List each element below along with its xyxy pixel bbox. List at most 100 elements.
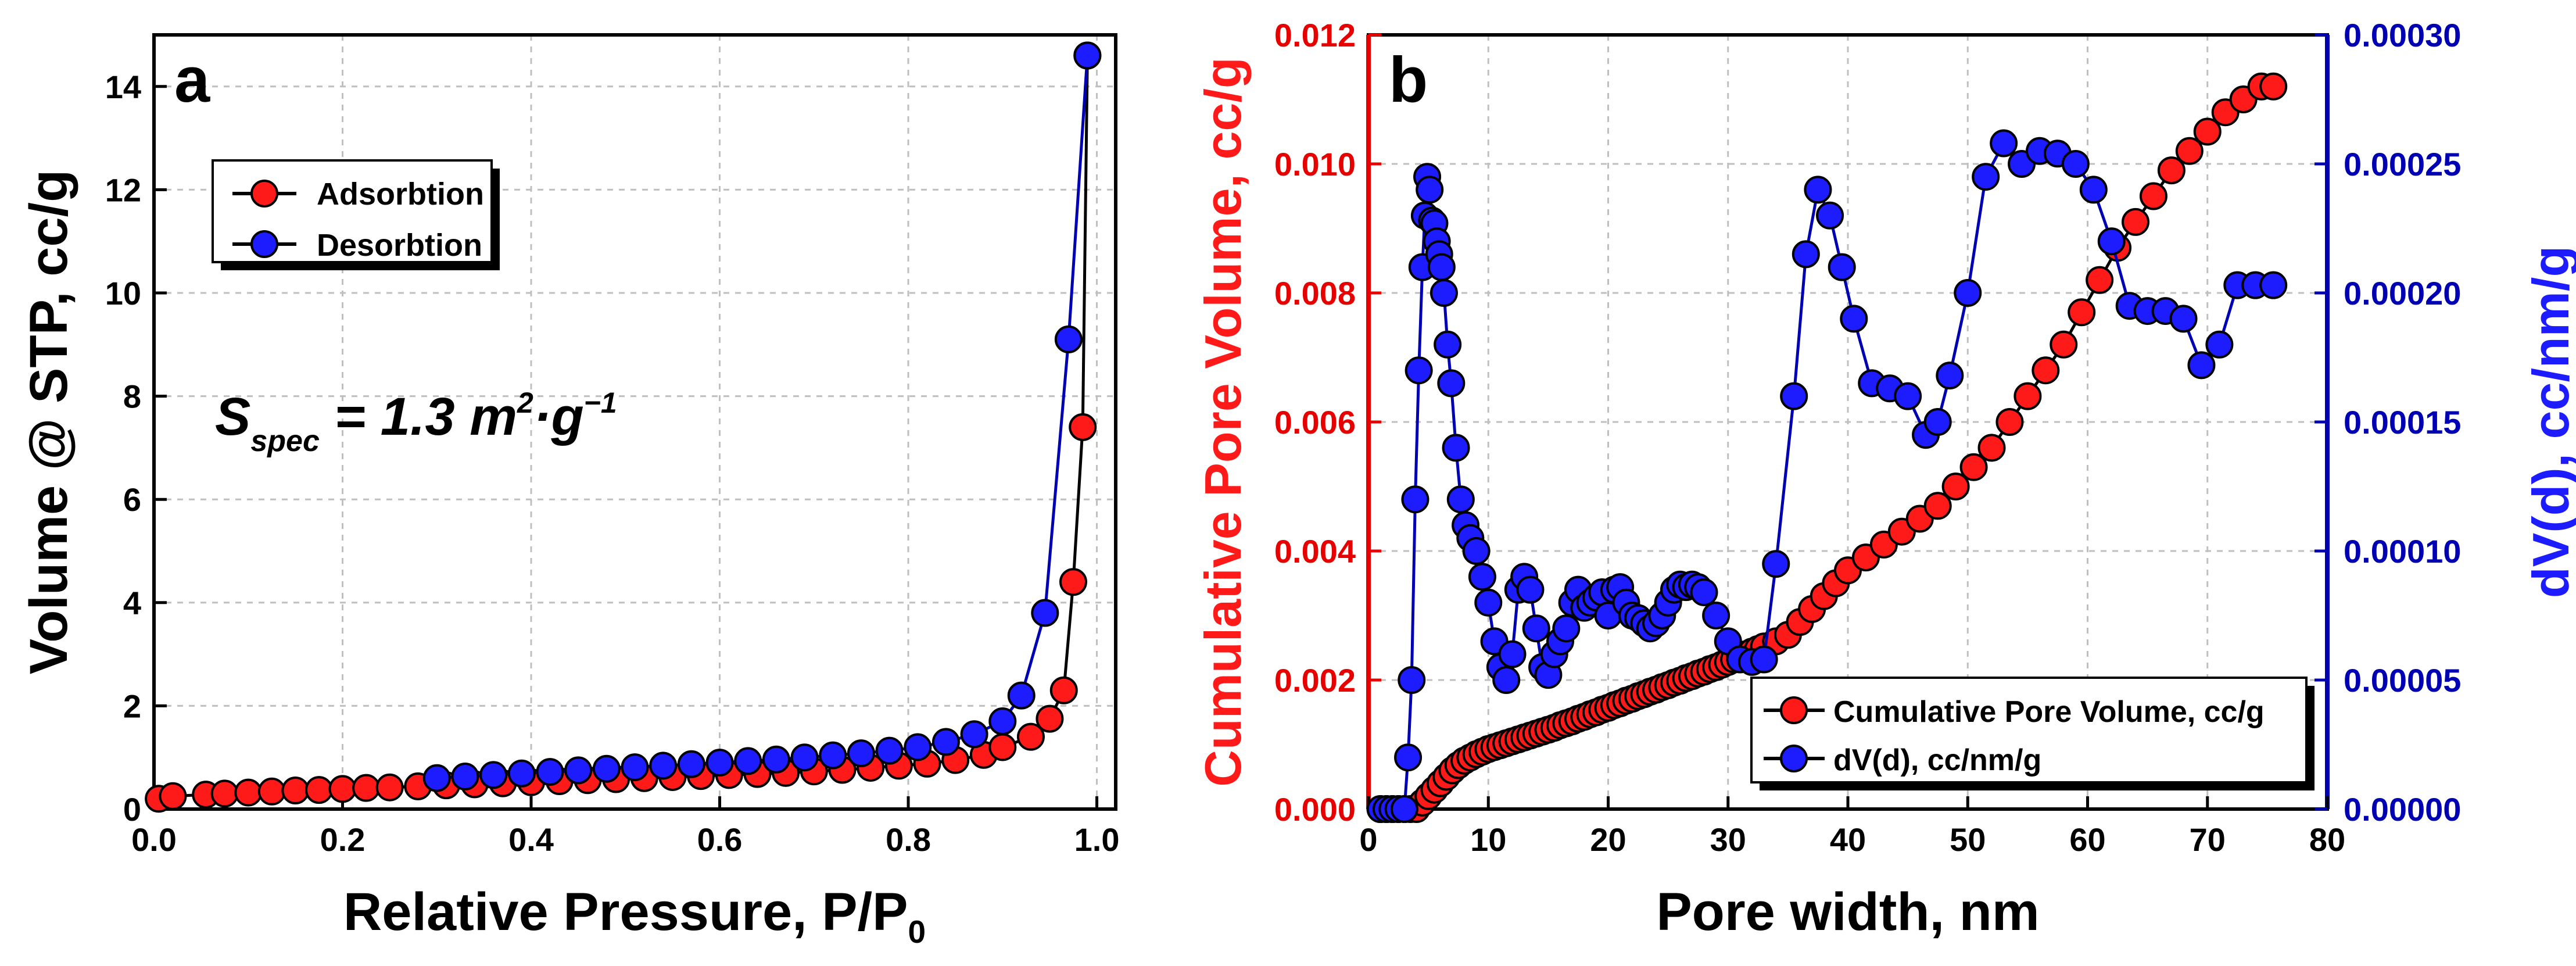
a-x-tick-label: 0.4: [508, 821, 554, 858]
a-x-tick-label: 0.2: [320, 821, 366, 858]
b-series-dv-d-cc-nm-g-point: [1990, 129, 2018, 158]
b-series-cumulative-pore-volume-cc-g-point: [1923, 492, 1952, 520]
a-series-adsorbtion-point: [375, 773, 404, 802]
b-right-y-tick-label: 0.00020: [2344, 275, 2461, 312]
a-series-desorbtion-point: [451, 763, 479, 791]
b-series-dv-d-cc-nm-g-point: [1401, 485, 1429, 514]
b-series-dv-d-cc-nm-g-point: [1462, 537, 1491, 565]
a-series-desorbtion-point: [960, 720, 988, 749]
a-y-tick-label: 10: [105, 275, 141, 312]
a-series-desorbtion-point: [988, 707, 1017, 736]
b-series-dv-d-cc-nm-g-point: [1434, 330, 1462, 359]
b-left-y-axis-label: Cumulative Pore Volume, cc/g: [1194, 57, 1252, 786]
b-y-tick-label: 0.008: [1274, 275, 1356, 312]
a-y-tick-label: 6: [123, 481, 141, 518]
a-series-desorbtion-point: [1073, 41, 1102, 70]
a-x-ticks: 0.0 0.2 0.4 0.6 0.8 1.0: [131, 796, 1119, 858]
b-series-dv-d-cc-nm-g-point: [2079, 176, 2108, 204]
b-series-cumulative-pore-volume-cc-g-point: [2068, 298, 2096, 327]
b-panel-letter: b: [1389, 44, 1428, 116]
b-right-y-axis-label: dV(d), cc/nm/g: [2522, 246, 2576, 598]
b-series-dv-d-cc-nm-g-point: [1416, 176, 1444, 204]
b-series-dv-d-cc-nm-g-point: [1894, 382, 1922, 410]
a-legend: Adsorbtion Desorbtion: [212, 159, 500, 270]
b-right-y-tick-label: 0.00005: [2344, 662, 2461, 699]
a-series-adsorbtion-point: [281, 777, 310, 805]
b-series-cumulative-pore-volume-cc-g-point: [2122, 207, 2149, 236]
a-annotation: Sspec = 1.3 m2·g−1: [215, 387, 617, 458]
b-series-dv-d-cc-nm-g-point: [1762, 550, 1790, 578]
b-series-dv-d-cc-nm-g-point: [1498, 640, 1527, 668]
a-series-desorbtion-point: [819, 741, 847, 770]
a-series-desorbtion-point: [507, 759, 536, 788]
a-series-adsorbtion-point: [1016, 722, 1045, 751]
a-series-desorbtion-point: [649, 752, 678, 780]
b-x-axis-label: Pore width, nm: [1656, 882, 2039, 942]
a-series-desorbtion-point: [479, 761, 508, 789]
b-y-tick-label: 0.000: [1274, 791, 1356, 828]
b-x-tick-label: 0: [1359, 821, 1377, 858]
b-series-dv-d-cc-nm-g: [1366, 129, 2288, 823]
b-series-dv-d-cc-nm-g-point: [1442, 434, 1470, 462]
b-x-tick-label: 20: [1590, 821, 1626, 858]
b-series-dv-d-cc-nm-g-point: [1936, 362, 1964, 390]
b-legend-cumulative: Cumulative Pore Volume, cc/g: [1833, 695, 2265, 729]
panel-b: 0 10 20 30 40 50 60 70 80 0.0000.0020.0040.0060.…: [1194, 17, 2576, 942]
a-series-adsorbtion-point: [352, 774, 381, 802]
b-series-dv-d-cc-nm-g-point: [1923, 408, 1952, 436]
a-legend-marker-desorbtion: [250, 230, 278, 258]
a-x-tick-label: 0.0: [131, 821, 177, 858]
b-series-dv-d-cc-nm-g-point: [1516, 575, 1545, 604]
b-series-dv-d-cc-nm-g-point: [1429, 279, 1458, 307]
a-series-adsorbtion-point: [988, 733, 1017, 761]
b-series-dv-d-cc-nm-g-point: [2187, 351, 2216, 380]
a-series-desorbtion-point: [875, 736, 904, 765]
b-series-dv-d-cc-nm-g-point: [1954, 279, 1982, 307]
a-series-adsorbtion-point: [234, 778, 263, 807]
a-x-tick-label: 1.0: [1074, 821, 1120, 858]
a-series-desorbtion-point: [705, 749, 734, 777]
b-series-cumulative-pore-volume-cc-g-point: [2032, 356, 2060, 385]
a-x-tick-label: 0.6: [697, 821, 743, 858]
b-series-dv-d-cc-nm-g-point: [1522, 614, 1550, 643]
b-series-dv-d-cc-nm-g-point: [1394, 743, 1423, 772]
b-series-dv-d-cc-nm-g-point: [1804, 176, 1832, 204]
a-series-desorbtion-point: [677, 750, 705, 778]
b-legend-marker-dvd: [1780, 745, 1808, 772]
a-panel-letter: a: [174, 44, 210, 116]
a-plot-frame: [152, 33, 1117, 811]
b-series-cumulative-pore-volume-cc-g-point: [1959, 453, 1988, 481]
a-series-adsorbtion-point: [1049, 676, 1078, 704]
b-series-cumulative-pore-volume-cc-g-point: [2086, 266, 2114, 294]
b-series-dv-d-cc-nm-g-point: [1750, 645, 1778, 674]
b-y-tick-label: 0.006: [1274, 404, 1356, 441]
a-series-adsorbtion-point: [1069, 413, 1097, 441]
b-right-y-tick-label: 0.00025: [2344, 146, 2461, 183]
b-series-dv-d-cc-nm-g-point: [2205, 330, 2234, 359]
a-series-desorbtion-point: [790, 743, 819, 772]
a-series-desorbtion-point: [536, 758, 564, 786]
b-series-cumulative-pore-volume-cc-g-point: [2157, 156, 2186, 185]
b-series-dv-d-cc-nm-g-point: [1792, 240, 1820, 269]
b-x-tick-label: 80: [2309, 821, 2345, 858]
b-series-dv-d-cc-nm-g-point: [1492, 666, 1521, 694]
b-series-cumulative-pore-volume-cc-g-point: [2139, 182, 2167, 210]
b-series-dv-d-cc-nm-g-point: [1405, 356, 1433, 385]
a-legend-marker-adsorbtion: [250, 180, 278, 207]
b-series-dv-d-cc-nm-g-point: [1398, 666, 1426, 694]
a-series-desorbtion-point: [1007, 681, 1036, 710]
b-series-dv-d-cc-nm-g-point: [1702, 602, 1731, 629]
b-x-ticks: 0 10 20 30 40 50 60 70 80: [1359, 796, 2345, 858]
b-series-cumulative-pore-volume-cc-g-point: [1977, 434, 2006, 462]
b-series-cumulative-pore-volume-cc-g-point: [1995, 408, 2024, 436]
b-series-dv-d-cc-nm-g-point: [2169, 305, 2198, 333]
b-series-dv-d-cc-nm-g-point: [1840, 305, 1868, 333]
a-series-adsorbtion-point: [1059, 568, 1087, 596]
b-legend-marker-cumulative: [1780, 696, 1808, 724]
b-series-cumulative-pore-volume-cc-g-point: [2050, 330, 2078, 359]
a-series-desorbtion-point: [734, 747, 762, 775]
a-y-tick-label: 4: [123, 585, 141, 621]
b-x-tick-label: 50: [1950, 821, 1986, 858]
b-legend: Cumulative Pore Volume, cc/g dV(d), cc/n…: [1750, 677, 2315, 790]
b-right-y-tick-label: 0.00010: [2344, 533, 2461, 570]
